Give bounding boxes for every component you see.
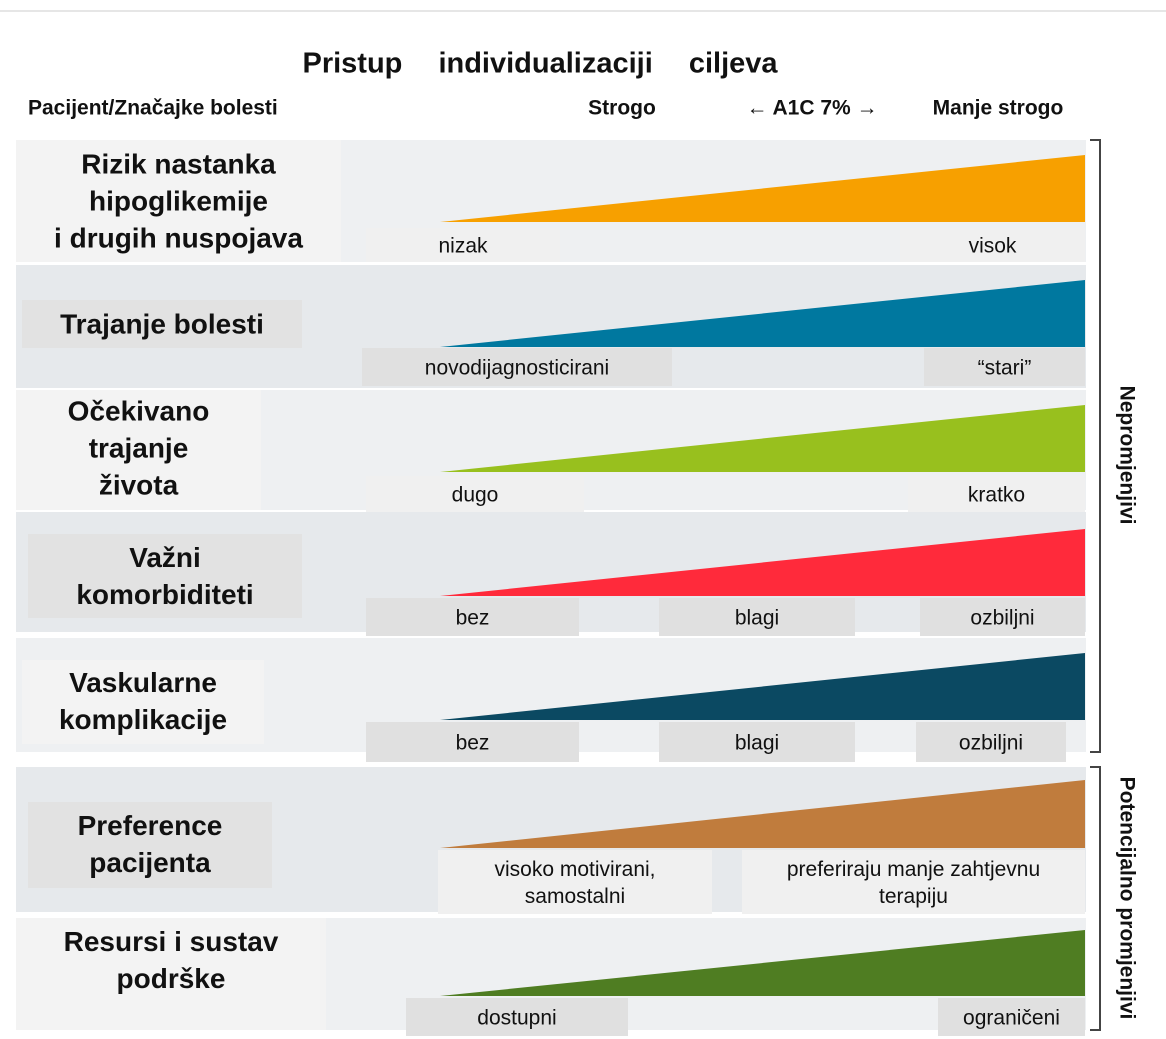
- header-strict: Strogo: [588, 97, 656, 120]
- scale-box: [742, 850, 1085, 914]
- scale-label: ozbiljni: [970, 607, 1034, 630]
- label-box: [16, 918, 326, 1030]
- scale-label: “stari”: [978, 357, 1032, 380]
- row-label: pacijenta: [89, 847, 211, 878]
- scale-box: [366, 598, 579, 636]
- header-axis: ← A1C 7% →: [746, 97, 877, 120]
- label-box: [28, 802, 272, 888]
- rows: Rizik nastanka hipoglikemije i drugih nusp…: [16, 140, 1086, 1036]
- scale-label: dugo: [452, 484, 499, 507]
- scale-label: ograničeni: [963, 1007, 1060, 1030]
- scale-box: [659, 598, 855, 636]
- wedge: [440, 155, 1085, 222]
- row-label: života: [99, 469, 179, 500]
- label-box: [16, 140, 341, 262]
- scale-box: [366, 476, 584, 512]
- wedge: [440, 653, 1085, 720]
- group-label: Potencijalno promjenjivi: [1115, 777, 1138, 1020]
- scale-label: bez: [456, 607, 490, 630]
- header-lenient: Manje strogo: [933, 97, 1064, 120]
- row-label: Rizik nastanka: [81, 148, 276, 179]
- scale-label: blagi: [735, 732, 779, 755]
- scale-box: [920, 598, 1085, 636]
- scale-box: [659, 722, 855, 762]
- scale-box: [924, 348, 1085, 386]
- wedge: [440, 529, 1085, 596]
- scale-label: preferiraju manje zahtjevnu: [787, 858, 1040, 881]
- row-label: podrške: [117, 963, 226, 994]
- scale-box: [438, 850, 712, 914]
- scale-label: ozbiljni: [959, 732, 1023, 755]
- row-label: komorbiditeti: [76, 579, 253, 610]
- scale-box: [900, 228, 1085, 262]
- scale-box: [916, 722, 1066, 762]
- scale-label: nizak: [438, 235, 488, 258]
- scale-label: dostupni: [477, 1007, 556, 1030]
- scale-label: bez: [456, 732, 490, 755]
- scale-label: novodijagnosticirani: [425, 357, 609, 380]
- scale-box: [366, 722, 579, 762]
- scale-box: [362, 348, 672, 386]
- wedge: [440, 405, 1085, 472]
- label-box: [22, 300, 302, 348]
- label-box: [28, 534, 302, 618]
- row-label: Resursi i sustav: [64, 926, 279, 957]
- scale-label: samostalni: [525, 885, 625, 908]
- bracket: [1090, 139, 1101, 753]
- row-label: Očekivano: [68, 395, 210, 426]
- row-label: Trajanje bolesti: [60, 308, 264, 339]
- scale-box: [908, 476, 1085, 512]
- header-left: Pacijent/Značajke bolesti: [28, 97, 278, 120]
- row-label: trajanje: [89, 432, 189, 463]
- scale-box: [406, 998, 628, 1036]
- row-label: Vaskularne: [69, 667, 217, 698]
- wedge: [440, 780, 1085, 848]
- group-label: Nepromjenjivi: [1115, 386, 1138, 525]
- scale-label: visok: [969, 235, 1017, 258]
- scale-label: kratko: [968, 484, 1025, 507]
- scale-label: terapiju: [879, 885, 948, 908]
- title: Pristup individualizaciji ciljeva: [302, 48, 778, 80]
- scale-label: visoko motivirani,: [494, 858, 655, 881]
- label-box: [16, 390, 261, 510]
- wedge: [440, 930, 1085, 996]
- scale-box: [938, 998, 1085, 1036]
- scale-label: blagi: [735, 607, 779, 630]
- scale-box: [366, 228, 560, 262]
- row-label: komplikacije: [59, 704, 227, 735]
- row-label: Preference: [78, 810, 223, 841]
- bracket: [1090, 766, 1101, 1031]
- row-label: hipoglikemije: [89, 185, 268, 216]
- wedge: [440, 280, 1085, 347]
- label-box: [22, 660, 264, 744]
- row-label: i drugih nuspojava: [54, 222, 303, 253]
- row-label: Važni: [129, 542, 201, 573]
